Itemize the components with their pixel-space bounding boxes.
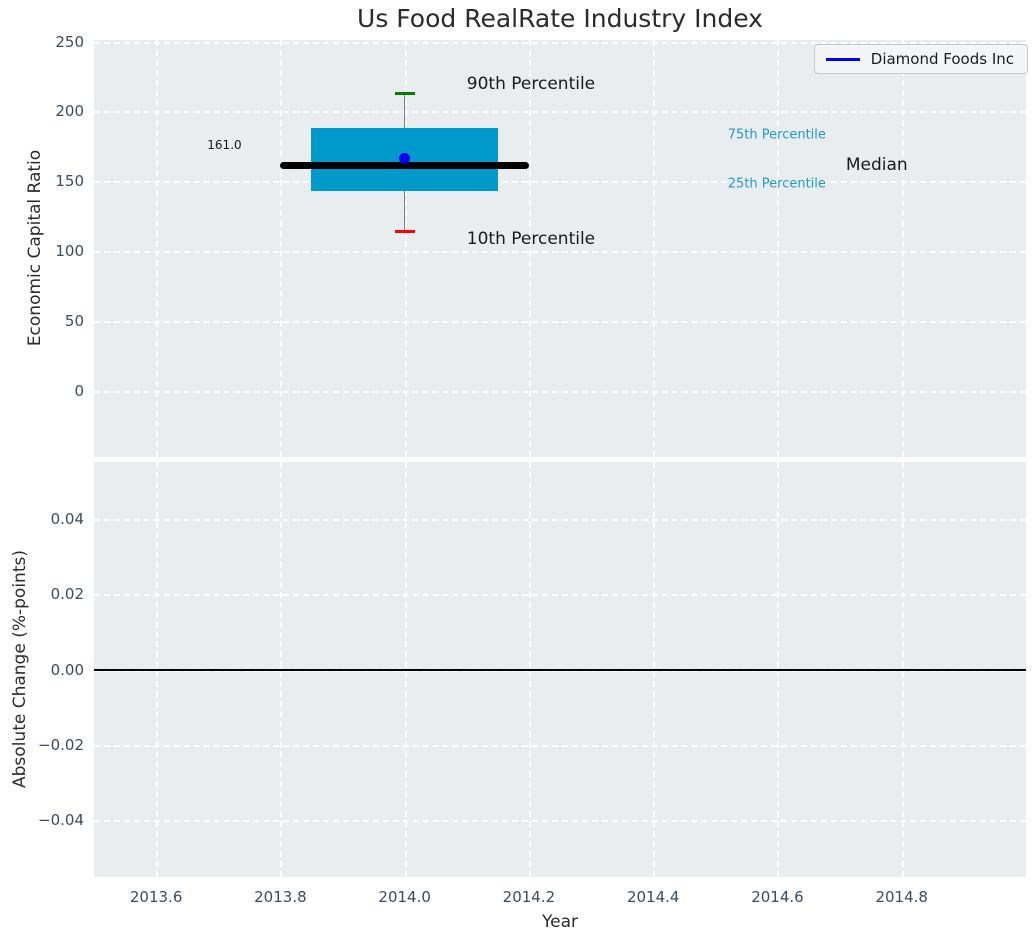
y-tick-label: 0.04 (50, 509, 84, 528)
legend-line-sample (825, 57, 860, 61)
annotation-75th-percentile: 75th Percentile (727, 127, 826, 143)
gridline-x-2013.6 (156, 40, 159, 457)
legend: Diamond Foods Inc (813, 44, 1028, 74)
annotation-90th-percentile: 90th Percentile (466, 73, 596, 94)
gridline-x-2014.2 (528, 40, 531, 457)
y-tick-label: −0.04 (38, 811, 84, 830)
p90-cap (394, 91, 415, 95)
gridline-y-0.04 (94, 518, 1026, 521)
y-tick-label: 0.02 (50, 585, 84, 604)
y-tick-label: 0.00 (50, 660, 84, 679)
y-tick-label: 150 (55, 172, 84, 191)
annotation-161-0: 161.0 (207, 137, 242, 152)
legend-label: Diamond Foods Inc (870, 50, 1014, 68)
gridline-y-200 (94, 111, 1026, 114)
x-tick-label: 2014.4 (626, 888, 680, 906)
annotation-median: Median (845, 154, 908, 175)
median-line (280, 162, 529, 170)
x-tick-label: 2013.8 (254, 888, 307, 906)
gridline-x-2014.4 (653, 40, 656, 457)
x-axis-ticks: 2013.6 2013.8 2014.0 2014.2 2014.4 2014.6 2014… (94, 884, 1026, 906)
top-plot-area: 90th Percentile 10th Percentile 75th Perce… (94, 40, 1026, 457)
y-tick-label: 250 (55, 32, 84, 51)
y-tick-label: 200 (55, 102, 84, 121)
p10-cap (394, 230, 415, 234)
x-axis-label: Year (542, 912, 578, 932)
y-tick-label: 100 (55, 242, 84, 261)
bottom-y-axis-ticks: −0.04 −0.02 0.00 0.02 0.04 (0, 462, 84, 877)
gridline-y-250 (94, 41, 1026, 44)
gridline-x-2014.6 (777, 40, 780, 457)
x-tick-label: 2014.8 (875, 888, 928, 906)
gridline-y-−0.02 (94, 744, 1026, 747)
gridline-y-100 (94, 251, 1026, 254)
bottom-plot-area (94, 462, 1026, 877)
y-tick-label: −0.02 (38, 735, 84, 754)
gridline-y-0 (94, 390, 1026, 393)
x-tick-label: 2013.6 (129, 888, 183, 906)
gridline-y-150 (94, 181, 1026, 184)
chart-title: Us Food RealRate Industry Index (357, 4, 763, 33)
gridline-y-0.02 (94, 594, 1026, 597)
top-y-axis-ticks: 0 50 100 150 200 250 (0, 33, 84, 457)
x-tick-label: 2014.2 (502, 888, 556, 906)
gridline-x-2013.8 (280, 40, 283, 457)
zero-reference-line (94, 668, 1026, 671)
gridline-x-2014.8 (901, 40, 904, 457)
y-tick-label: 0 (74, 381, 84, 400)
gridline-y-50 (94, 320, 1026, 323)
x-tick-label: 2014.6 (751, 888, 804, 906)
annotation-25th-percentile: 25th Percentile (727, 176, 826, 192)
gridline-x-2014.0 (404, 40, 407, 457)
gridline-y-−0.04 (94, 820, 1026, 823)
annotation-10th-percentile: 10th Percentile (466, 228, 596, 249)
x-tick-label: 2014.0 (378, 888, 431, 906)
gridline-y-0.00 (94, 669, 1026, 672)
y-tick-label: 50 (64, 311, 84, 330)
company-data-point (399, 153, 411, 165)
